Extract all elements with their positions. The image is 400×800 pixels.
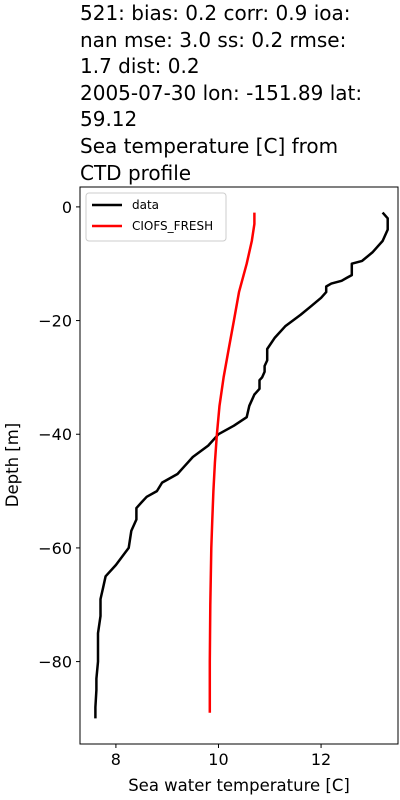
x-tick-label: 10	[208, 750, 228, 769]
x-axis-label: Sea water temperature [C]	[128, 776, 350, 795]
title-line-2: nan mse: 3.0 ss: 0.2 rmse:	[80, 27, 347, 52]
y-tick-label: −20	[38, 312, 72, 331]
title-line-1: 521: bias: 0.2 corr: 0.9 ioa:	[80, 1, 351, 25]
ticks-layer: 8 10 12 0 −20 −40 −60 −80	[38, 198, 331, 769]
y-tick-label: −40	[38, 425, 72, 444]
y-tick-label: −60	[38, 539, 72, 558]
chart-title: 521: bias: 0.2 corr: 0.9 ioa: nan mse: 3…	[80, 0, 398, 186]
series-line-ciofs-fresh	[208, 212, 256, 713]
axes-frame	[79, 186, 399, 745]
series-line-data	[94, 211, 389, 719]
title-line-4: 2005-07-30 lon: -151.89 lat:	[80, 80, 363, 105]
y-tick-label: 0	[62, 198, 72, 217]
legend: data CIOFS_FRESH	[85, 192, 227, 242]
title-line-3: 1.7 dist: 0.2	[80, 54, 200, 79]
y-axis-label: Depth [m]	[3, 423, 22, 507]
series-layer	[94, 211, 389, 719]
legend-label-ciofs-fresh: CIOFS_FRESH	[132, 219, 213, 233]
title-line-6: Sea temperature [C] from	[80, 133, 339, 158]
legend-label-data: data	[132, 198, 159, 212]
x-tick-label: 12	[311, 750, 331, 769]
title-line-7: CTD profile	[80, 160, 192, 185]
y-tick-label: −80	[38, 653, 72, 672]
x-tick-label: 8	[111, 750, 121, 769]
title-line-5: 59.12	[80, 107, 138, 132]
